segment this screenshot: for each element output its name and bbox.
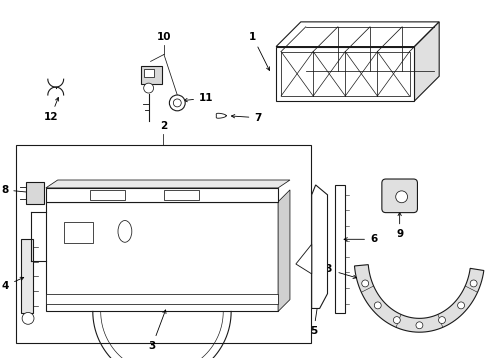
- Circle shape: [143, 83, 153, 93]
- Circle shape: [173, 99, 181, 107]
- Text: 2: 2: [160, 121, 167, 131]
- Circle shape: [415, 322, 422, 329]
- Text: 7: 7: [231, 113, 261, 123]
- Text: 11: 11: [183, 93, 213, 103]
- Text: 9: 9: [395, 212, 403, 239]
- Bar: [46, 202, 278, 311]
- Text: 12: 12: [43, 98, 59, 122]
- Polygon shape: [414, 22, 438, 101]
- Circle shape: [457, 302, 464, 309]
- Circle shape: [361, 280, 368, 287]
- Text: 13: 13: [318, 264, 356, 278]
- Polygon shape: [278, 190, 289, 311]
- Text: 10: 10: [156, 32, 171, 42]
- Bar: [164, 190, 199, 200]
- Circle shape: [373, 302, 381, 309]
- FancyBboxPatch shape: [381, 179, 417, 213]
- Polygon shape: [281, 51, 408, 96]
- Circle shape: [395, 191, 407, 203]
- Text: 4: 4: [2, 277, 23, 291]
- Polygon shape: [46, 180, 289, 188]
- Bar: [335, 185, 345, 314]
- Polygon shape: [276, 22, 438, 46]
- Bar: [63, 221, 93, 243]
- Bar: [46, 294, 278, 303]
- Circle shape: [438, 317, 445, 324]
- Bar: [141, 66, 162, 84]
- Bar: [90, 190, 124, 200]
- Text: 3: 3: [148, 310, 165, 351]
- Polygon shape: [276, 46, 414, 101]
- Circle shape: [22, 312, 34, 324]
- Bar: [16, 145, 310, 343]
- Ellipse shape: [118, 221, 132, 242]
- Text: 8: 8: [1, 185, 31, 195]
- Circle shape: [469, 280, 476, 287]
- Bar: [46, 188, 278, 202]
- Bar: [21, 239, 33, 314]
- Polygon shape: [311, 185, 327, 309]
- Bar: [26, 182, 44, 204]
- Circle shape: [392, 317, 400, 324]
- Circle shape: [169, 95, 185, 111]
- Text: 6: 6: [344, 234, 376, 244]
- Polygon shape: [354, 265, 483, 332]
- Text: 1: 1: [248, 32, 269, 71]
- Bar: [143, 69, 153, 77]
- Text: 5: 5: [309, 302, 319, 336]
- Polygon shape: [295, 244, 311, 274]
